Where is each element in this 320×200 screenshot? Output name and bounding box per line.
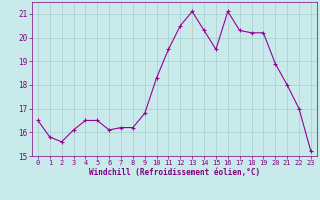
X-axis label: Windchill (Refroidissement éolien,°C): Windchill (Refroidissement éolien,°C) [89,168,260,177]
